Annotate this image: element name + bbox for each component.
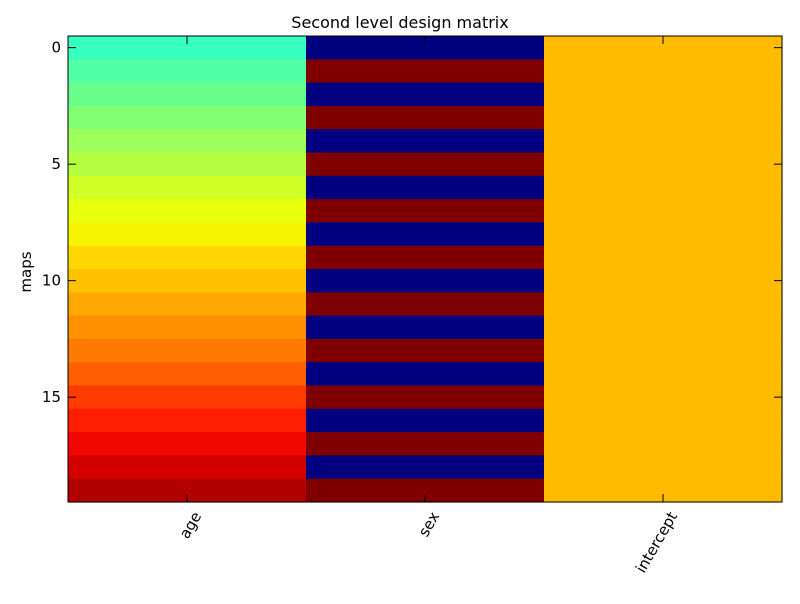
heatmap-cell (544, 245, 783, 270)
heatmap-cell (68, 269, 307, 293)
heatmap-cell (544, 36, 783, 60)
heatmap-cell (306, 82, 545, 107)
heatmap-cell (306, 222, 545, 247)
heatmap-cell (306, 338, 545, 363)
heatmap-cell (544, 432, 783, 456)
y-tick-label: 10 (42, 272, 61, 290)
y-axis-label: maps (17, 251, 35, 293)
heatmap-cell (306, 455, 545, 480)
heatmap-cell (544, 338, 783, 363)
heatmap-cell (68, 315, 307, 340)
x-tick-label: age (176, 509, 206, 542)
heatmap-cell (306, 129, 545, 154)
heatmap-cell (68, 408, 307, 433)
heatmap-cell (68, 245, 307, 270)
heatmap-cell (68, 82, 307, 107)
heatmap-cell (544, 408, 783, 433)
heatmap-cell (68, 129, 307, 154)
heatmap-cell (68, 478, 307, 503)
heatmap-cell (68, 292, 307, 317)
heatmap-cell (544, 478, 783, 503)
heatmap-cell (544, 385, 783, 410)
heatmap-cell (544, 292, 783, 317)
heatmap-cell (544, 82, 783, 107)
heatmap-cell (544, 269, 783, 293)
heatmap-cell (306, 105, 545, 130)
heatmap-cell (306, 269, 545, 293)
y-tick-label: 0 (51, 39, 61, 57)
heatmap-cell (544, 455, 783, 480)
y-tick-label: 5 (51, 155, 61, 173)
heatmap-cell (544, 199, 783, 223)
y-tick-label: 15 (42, 388, 61, 406)
heatmap-cell (68, 432, 307, 456)
heatmap-cell (68, 175, 307, 200)
heatmap-cell (306, 36, 545, 60)
heatmap-cell (306, 432, 545, 456)
heatmap-cell (68, 338, 307, 363)
heatmap-cell (306, 152, 545, 177)
heatmap-cell (544, 315, 783, 340)
heatmap-cell (544, 129, 783, 154)
chart-title: Second level design matrix (291, 13, 509, 32)
heatmap-cell (306, 59, 545, 84)
column-intercept (544, 36, 783, 503)
heatmap-cell (68, 199, 307, 223)
heatmap-cell (68, 105, 307, 130)
heatmap-cell (544, 222, 783, 247)
heatmap-cell (544, 152, 783, 177)
column-sex (306, 36, 545, 503)
heatmap-cell (306, 175, 545, 200)
x-tick-label: intercept (632, 508, 681, 576)
heatmap-cell (306, 385, 545, 410)
heatmap-cell (544, 175, 783, 200)
heatmap-cell (68, 455, 307, 480)
x-tick-label: sex (415, 509, 443, 540)
heatmap-cell (306, 199, 545, 223)
heatmap-cell (544, 59, 783, 84)
column-age (68, 36, 307, 503)
heatmap-cell (306, 408, 545, 433)
heatmap-cell (544, 105, 783, 130)
heatmap-cell (306, 362, 545, 387)
heatmap-cell (544, 362, 783, 387)
heatmap-cell (68, 385, 307, 410)
heatmap-cell (68, 222, 307, 247)
heatmap-cell (306, 478, 545, 503)
heatmap-cell (68, 152, 307, 177)
heatmap-cell (306, 315, 545, 340)
heatmap-cell (306, 245, 545, 270)
heatmap-cell (306, 292, 545, 317)
heatmap-cell (68, 36, 307, 60)
heatmap-cell (68, 362, 307, 387)
heatmap-cell (68, 59, 307, 84)
